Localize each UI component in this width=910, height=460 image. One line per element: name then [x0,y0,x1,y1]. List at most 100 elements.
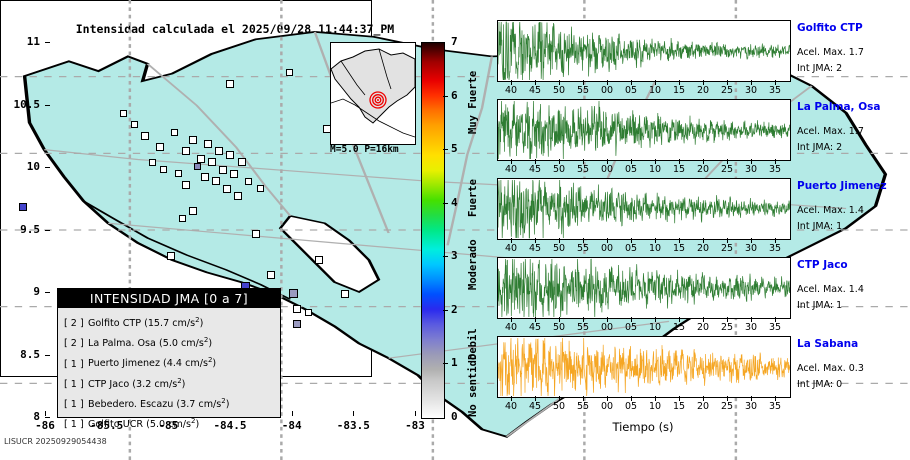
station-marker[interactable] [233,192,242,200]
station-marker[interactable] [175,170,183,177]
waveform-tick-label: 40 [504,243,518,254]
regional-inset-map[interactable] [330,42,416,145]
legend-entry: [ 1 ] Golfito UCR (5.0 cm/s2) [64,413,280,433]
station-marker[interactable] [341,289,350,298]
waveform-tickmark [703,317,704,322]
footer-stamp: LISUCR 20250929054438 [4,437,107,446]
waveform-tick-label: 05 [624,401,638,412]
legend-title: INTENSIDAD JMA [0 a 7] [58,289,280,308]
map-x-tick: -85.5 [90,419,124,432]
station-marker[interactable] [196,154,205,163]
map-x-tickmark [291,411,293,416]
waveform-tick-label: 40 [504,85,518,96]
waveform-tick-label: 50 [552,401,566,412]
waveform-plot[interactable] [497,336,791,398]
station-marker[interactable] [245,177,253,185]
waveform-tick-label: 05 [624,322,638,333]
waveform-trace [498,179,790,239]
legend-entry: [ 1 ] CTP Jaco (3.2 cm/s2) [64,373,280,393]
waveform-tick-label: 05 [624,243,638,254]
station-marker[interactable] [156,143,165,152]
station-marker[interactable] [204,139,213,148]
station-marker[interactable] [211,177,220,185]
station-marker[interactable] [288,289,298,298]
map-y-tick: 10 [26,160,40,173]
station-marker[interactable] [182,147,190,155]
epicenter-icon [369,91,387,109]
waveform-max-accel: Acel. Max. 1.4 [797,205,864,216]
station-marker[interactable] [293,319,301,328]
map-y-tickmark [45,417,50,418]
station-marker[interactable] [182,180,190,189]
waveform-station-name: Golfito CTP [797,22,863,34]
waveform-tickmark [559,317,560,322]
station-marker[interactable] [200,173,209,182]
waveform-tick-label: 00 [600,85,614,96]
station-marker[interactable] [141,132,150,140]
station-marker[interactable] [230,169,239,178]
waveform-tickmark [751,396,752,401]
station-marker[interactable] [207,158,216,167]
station-marker[interactable] [171,128,179,136]
colorbar-tick-label: 2 [451,302,458,316]
waveform-x-axis: 40 45 50 55 00 05 10 15 20 25 30 35 [497,238,789,256]
station-marker[interactable] [293,304,301,313]
station-marker[interactable] [267,270,276,279]
legend-entry-list: [ 2 ] Golfito CTP (15.7 cm/s2)[ 2 ] La Pal… [58,308,280,433]
station-marker[interactable] [226,150,235,159]
legend-entry-close: ) [199,318,204,330]
station-marker[interactable] [149,158,157,166]
waveform-plot[interactable] [497,178,791,240]
station-marker[interactable] [286,68,294,76]
waveform-tickmark [655,80,656,85]
waveform-tick-label: 25 [720,243,734,254]
waveform-plot[interactable] [497,20,791,82]
waveform-x-axis: 40 45 50 55 00 05 10 15 20 25 30 35 [497,159,789,177]
station-marker[interactable] [130,121,138,129]
station-marker[interactable] [215,147,224,155]
map-x-tickmark [353,411,355,416]
station-marker[interactable] [189,207,198,215]
station-marker[interactable] [119,110,127,117]
map-y-tickmark [45,354,50,356]
station-marker[interactable] [219,165,227,174]
waveform-tickmark [511,317,512,322]
station-marker[interactable] [222,184,231,193]
waveform-max-accel: Acel. Max. 1.4 [797,284,864,295]
waveform-max-accel: Acel. Max. 0.3 [797,363,864,374]
waveform-tick-label: 35 [768,164,782,175]
waveform-tick-label: 10 [648,85,662,96]
legend-entry-station: Puerto Jimenez (4.4 cm/s [88,358,208,370]
waveform-tick-label: 20 [696,85,710,96]
station-marker[interactable] [189,135,198,144]
waveform-tickmark [631,238,632,243]
station-marker[interactable] [193,162,201,170]
station-marker[interactable] [160,166,168,174]
station-marker[interactable] [178,215,186,222]
waveform-tick-label: 55 [576,401,590,412]
colorbar-gradient [421,42,445,419]
map-y-tickmark [45,167,50,168]
waveform-tick-label: 10 [648,401,662,412]
waveform-plot[interactable] [497,99,791,161]
waveform-plot[interactable] [497,257,791,319]
waveform-tick-label: 10 [648,243,662,254]
station-marker[interactable] [315,255,324,264]
waveform-jma-intensity: Int JMA: 2 [797,142,843,153]
station-marker[interactable] [304,308,312,316]
legend-entry-station: Golfito UCR (5.0 cm/s [88,419,192,431]
station-marker[interactable] [19,203,28,212]
waveform-tickmark [535,396,536,401]
waveform-trace [498,21,790,81]
station-marker[interactable] [252,229,261,238]
station-marker[interactable] [167,252,176,260]
map-x-tick: -86 [35,419,55,432]
waveform-station-info: CTP Jaco Acel. Max. 1.4 Int JMA: 1 [797,259,902,311]
station-marker[interactable] [226,79,235,88]
station-marker[interactable] [256,185,264,192]
legend-entry-level: [ 1 ] [64,358,84,370]
station-marker[interactable] [237,158,246,167]
waveform-max-accel: Acel. Max. 1.7 [797,126,864,137]
map-y-tick: 9 [33,285,40,298]
waveform-tickmark [583,396,584,401]
